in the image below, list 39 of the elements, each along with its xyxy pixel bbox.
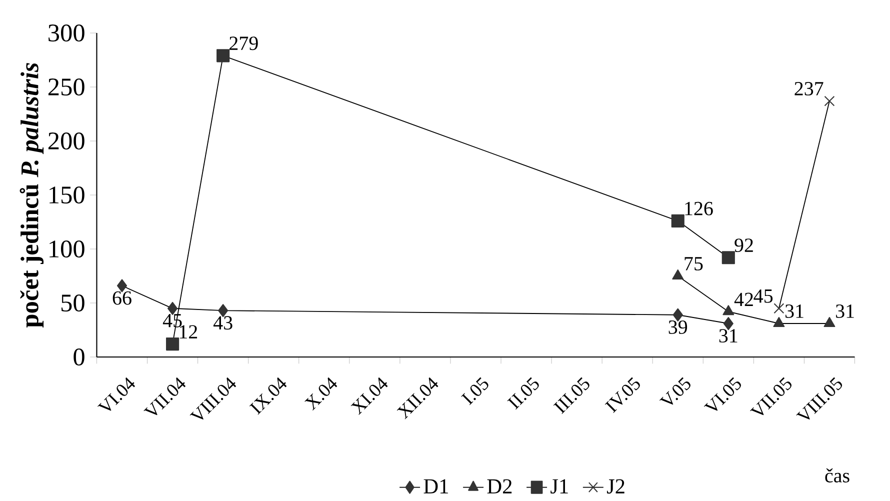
point [824, 96, 835, 106]
legend-label: D2 [487, 479, 512, 494]
data-label: 45 [754, 290, 773, 303]
x-tick-label: I.05 [461, 377, 488, 406]
point [671, 214, 684, 228]
data-label: 39 [668, 320, 688, 334]
data-label: 75 [684, 257, 703, 271]
point [166, 338, 180, 351]
data-label: 237 [794, 82, 824, 96]
data-label: 31 [785, 304, 804, 318]
data-label: 42 [734, 292, 753, 306]
y-tick-label: 150 [50, 186, 84, 204]
point [824, 317, 836, 328]
data-label: 66 [112, 291, 132, 305]
data-label: 31 [836, 304, 854, 318]
y-axis-title: počet jedinců P. palustris [20, 63, 44, 328]
y-tick-label: 250 [48, 78, 84, 96]
y-tick-label: 100 [50, 240, 84, 258]
data-label: 12 [180, 325, 198, 339]
y-tick-label: 200 [48, 132, 84, 150]
y-tick-label: 50 [61, 294, 84, 312]
point [722, 305, 734, 316]
point [216, 49, 230, 62]
y-tick-label: 300 [48, 24, 84, 42]
legend-label: D1 [424, 479, 448, 494]
point [722, 251, 735, 264]
point [774, 303, 784, 314]
point [672, 270, 684, 280]
data-label: 31 [719, 329, 738, 343]
legend-label: J1 [550, 479, 568, 494]
legend-label: J2 [606, 479, 624, 494]
data-label: 126 [685, 202, 713, 216]
x-tick-label: V.05 [659, 377, 690, 405]
data-label: 92 [734, 238, 753, 252]
point [773, 317, 785, 328]
y-tick-label: 0 [74, 348, 84, 366]
x-axis-title: čas [825, 468, 850, 483]
data-label: 43 [213, 316, 232, 330]
data-label: 279 [230, 36, 258, 50]
